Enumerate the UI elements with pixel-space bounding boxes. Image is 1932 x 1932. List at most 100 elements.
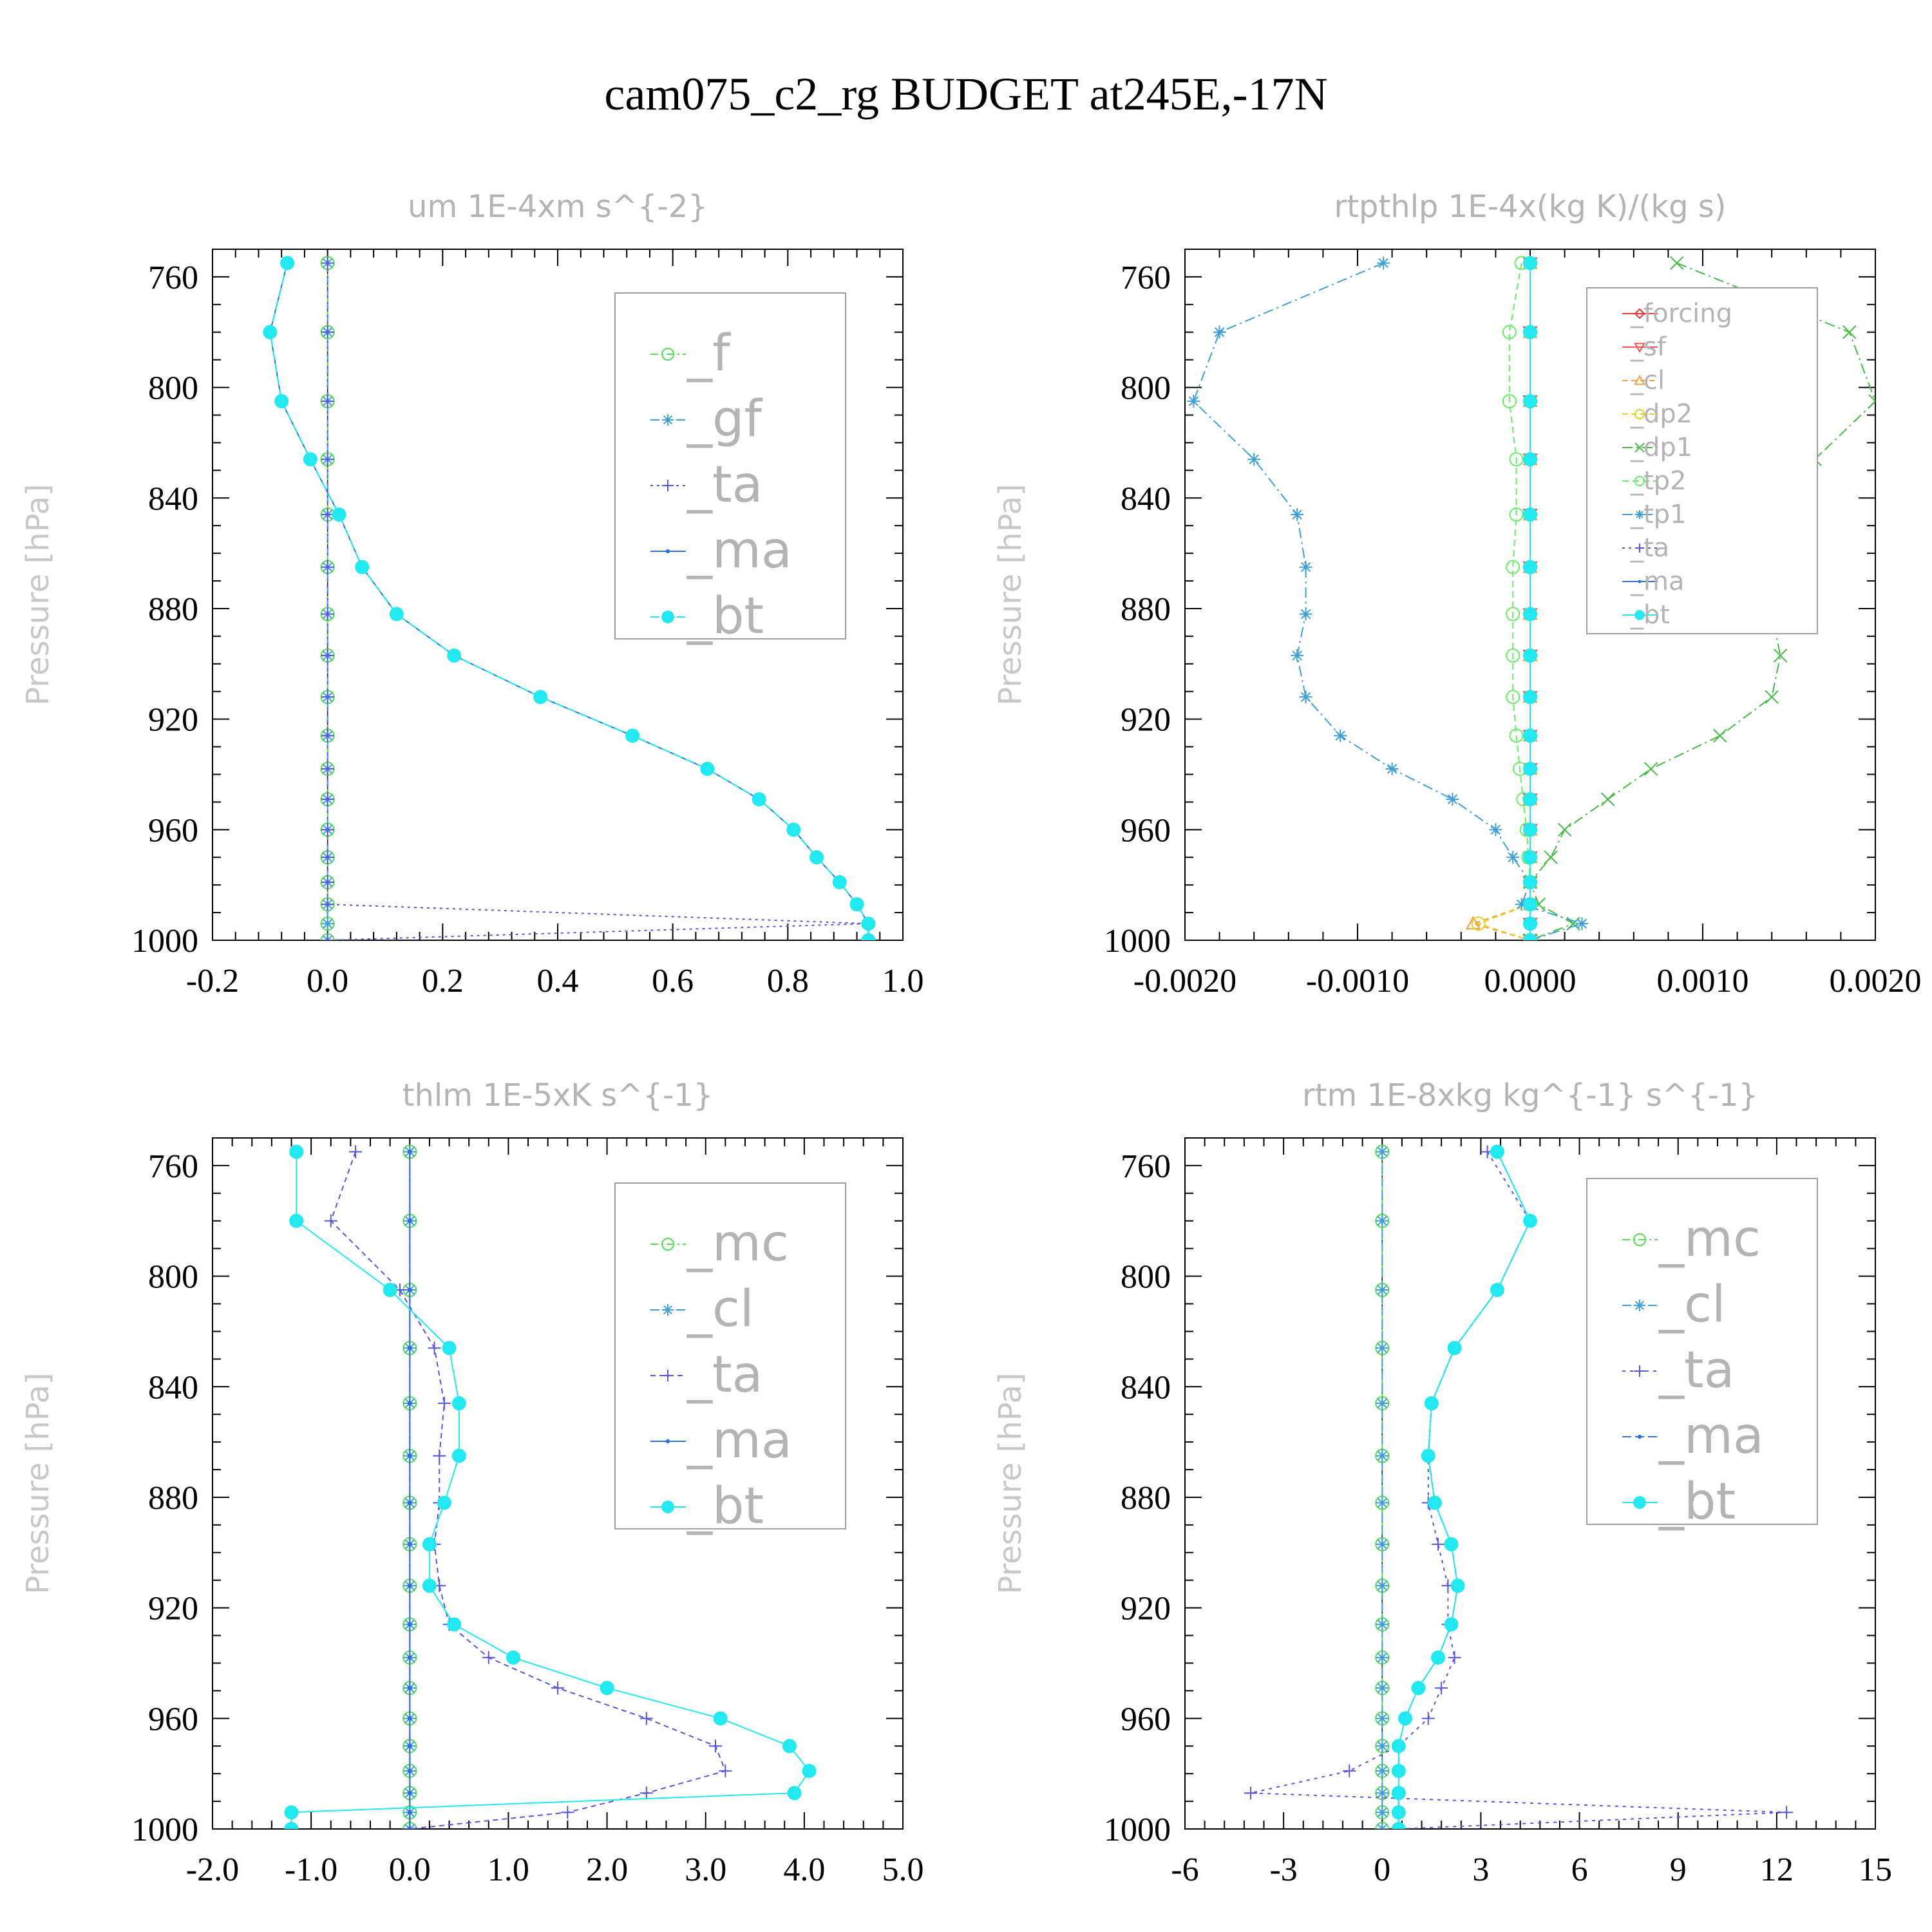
x-tick-label: -1.0 [285, 1852, 337, 1888]
y-tick-label: 800 [1121, 370, 1171, 407]
series-line-ta [330, 1151, 726, 1829]
data-point [321, 560, 334, 574]
data-point [1523, 897, 1537, 912]
data-point [1391, 1786, 1406, 1801]
data-point [274, 394, 289, 409]
figure-title: cam075_c2_rg BUDGET at245E,-17N [604, 68, 1327, 120]
data-point [1765, 690, 1779, 705]
legend-label: _bt [687, 1477, 764, 1535]
data-point [1502, 325, 1517, 339]
data-point [321, 395, 334, 408]
legend-entry: _forcing [1622, 299, 1732, 328]
data-point [407, 1810, 412, 1815]
y-tick-label: 840 [1121, 480, 1171, 517]
data-point [1600, 792, 1615, 806]
data-point [1376, 1712, 1389, 1725]
y-axis-label: Pressure [hPa] [992, 484, 1028, 705]
x-tick-label: -2.0 [186, 1852, 239, 1888]
series-layer [263, 256, 876, 940]
data-point [407, 1716, 412, 1721]
y-tick-label: 880 [148, 591, 198, 628]
x-tick-label: 5.0 [882, 1852, 924, 1888]
data-point [1377, 256, 1390, 270]
legend-entry: _cl [1622, 366, 1665, 395]
series-markers-bt [1523, 256, 1537, 940]
data-point [1376, 1651, 1389, 1664]
legend-marker [1634, 409, 1645, 419]
data-point [437, 1495, 451, 1510]
legend-entry: _cl [650, 1280, 754, 1338]
legend-marker [1637, 1434, 1642, 1439]
series-layer [1187, 255, 1875, 940]
data-point [1391, 1763, 1406, 1778]
data-point [1424, 1396, 1439, 1411]
chart-panels: um 1E-4xm s^{-2} Pressure [hPa] 760 800 840 8… [20, 189, 1922, 1888]
data-point [349, 1145, 363, 1159]
x-tick-label: 1.0 [882, 963, 924, 999]
data-point [1376, 1764, 1389, 1777]
legend-entry: _f [650, 325, 731, 383]
data-point [1523, 452, 1537, 467]
legend-marker [1638, 580, 1642, 583]
data-point [1299, 607, 1312, 621]
data-point [1523, 394, 1537, 409]
legend-box [1586, 1178, 1818, 1525]
data-point [332, 507, 346, 522]
data-point [1523, 916, 1537, 931]
legend-label: _forcing [1630, 299, 1732, 328]
data-point [407, 1790, 412, 1795]
data-point [407, 1542, 412, 1547]
data-point [832, 875, 847, 889]
legend-entry: _cl [1622, 1276, 1726, 1334]
data-point [321, 607, 334, 621]
x-tick-label: 15 [1859, 1852, 1892, 1888]
x-tick-label: 0.2 [422, 963, 464, 999]
y-tick-label: 800 [1121, 1259, 1171, 1296]
legend-entry: _mc [650, 1215, 789, 1273]
y-axis-label: Pressure [hPa] [20, 484, 56, 705]
data-point [1842, 325, 1857, 339]
data-point [407, 1501, 412, 1506]
data-point [321, 762, 334, 775]
legend-entry: _ma [1622, 567, 1684, 596]
data-point [433, 1449, 446, 1463]
x-tick-label: 9 [1670, 1852, 1687, 1888]
y-tick-label: 1000 [1104, 1812, 1171, 1848]
data-point [1432, 1537, 1445, 1551]
legend-label: _dp2 [1630, 399, 1692, 429]
data-point [700, 761, 715, 776]
data-point [451, 1448, 466, 1463]
data-point [321, 325, 334, 339]
legend-marker [1635, 510, 1644, 519]
legend-label: _tp1 [1630, 500, 1687, 529]
legend-entry: _tp2 [1622, 466, 1687, 496]
data-point [407, 1768, 412, 1774]
data-point [1213, 325, 1226, 339]
data-point [284, 1805, 299, 1820]
data-point [600, 1681, 614, 1696]
x-tick-label: 4.0 [783, 1852, 825, 1888]
data-point [321, 875, 334, 889]
legend-marker [1634, 308, 1645, 319]
data-point [782, 1739, 797, 1754]
data-point [1670, 256, 1684, 270]
series-layer [284, 1144, 817, 1829]
data-point [1427, 1495, 1442, 1510]
data-point [428, 1341, 441, 1355]
data-point [786, 822, 801, 837]
data-point [1376, 1618, 1389, 1631]
y-tick-label: 960 [148, 1701, 198, 1738]
legend: _mc _cl _ta _ma _bt [614, 1182, 846, 1535]
legend-label: _bt [1630, 600, 1670, 630]
data-point [321, 823, 334, 837]
data-point [551, 1681, 564, 1695]
series-line-tp1 [1193, 262, 1584, 940]
y-tick-label: 880 [148, 1480, 198, 1517]
data-point [289, 1144, 304, 1159]
data-point [280, 256, 295, 270]
legend-marker [1634, 610, 1645, 620]
data-point [442, 1341, 457, 1356]
data-point [1502, 394, 1517, 409]
plot-frame [212, 1137, 904, 1830]
